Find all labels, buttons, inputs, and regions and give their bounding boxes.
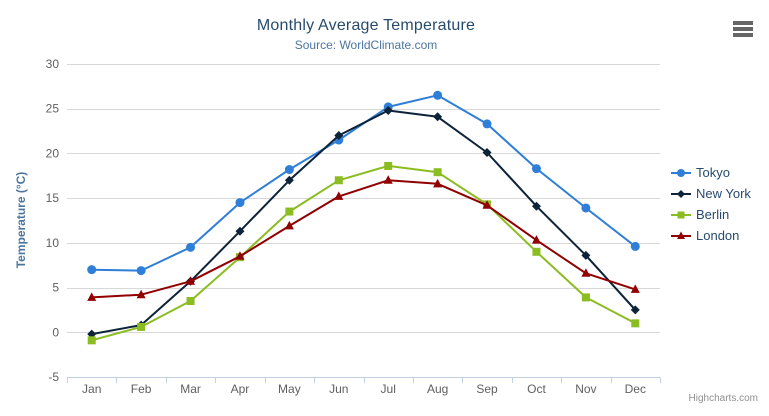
data-point-london-jul[interactable]	[383, 175, 393, 184]
data-point-berlin-jan[interactable]	[87, 336, 96, 345]
series-tokyo[interactable]	[87, 90, 640, 276]
legend-item-berlin[interactable]: Berlin	[671, 204, 751, 225]
x-axis-label: Nov	[575, 382, 596, 396]
data-point-berlin-jun[interactable]	[334, 176, 343, 185]
data-point-tokyo-jan[interactable]	[87, 265, 97, 275]
legend-item-tokyo[interactable]: Tokyo	[671, 162, 751, 183]
data-point-new-york-oct[interactable]	[531, 201, 541, 211]
data-point-new-york-apr[interactable]	[235, 226, 245, 236]
data-point-berlin-aug[interactable]	[433, 168, 442, 177]
data-point-london-feb[interactable]	[136, 289, 146, 299]
x-axis-label: May	[278, 382, 301, 396]
data-point-new-york-nov[interactable]	[581, 250, 591, 260]
data-point-london-jan[interactable]	[87, 292, 97, 301]
legend-label: London	[696, 228, 740, 243]
data-point-london-sep[interactable]	[482, 200, 492, 209]
axes: -5 0 5 10 15 20 25 30 Jan Feb Mar Apr May Jun Jul Aug Se…	[46, 57, 661, 396]
y-axis-label: 30	[46, 57, 60, 71]
data-point-berlin-nov[interactable]	[581, 293, 590, 302]
data-point-london-nov[interactable]	[581, 268, 591, 277]
legend: Tokyo New York Berlin London	[671, 162, 751, 246]
data-point-london-mar[interactable]	[186, 276, 196, 285]
series-line-tokyo	[90, 94, 637, 272]
x-axis-label: Aug	[427, 382, 448, 396]
data-point-new-york-jan[interactable]	[87, 329, 97, 339]
data-point-tokyo-sep[interactable]	[482, 119, 492, 129]
chart-title: Monthly Average Temperature	[256, 17, 476, 34]
data-point-london-jun[interactable]	[334, 191, 344, 200]
x-axis-label: Dec	[625, 382, 646, 396]
data-point-tokyo-may[interactable]	[284, 165, 294, 175]
y-axis-label: 5	[52, 281, 59, 295]
data-point-berlin-oct[interactable]	[532, 247, 541, 256]
data-point-tokyo-aug[interactable]	[433, 90, 443, 100]
data-point-new-york-aug[interactable]	[433, 112, 443, 122]
legend-symbol-circle-icon	[671, 168, 691, 177]
data-point-tokyo-dec[interactable]	[630, 241, 640, 251]
legend-item-new-york[interactable]: New York	[671, 183, 751, 204]
hamburger-icon	[733, 27, 753, 31]
data-point-berlin-mar[interactable]	[186, 296, 195, 305]
data-point-new-york-sep[interactable]	[482, 148, 492, 158]
x-axis-label: Oct	[527, 382, 546, 396]
y-axis-label: 15	[46, 191, 60, 205]
data-point-new-york-jun[interactable]	[334, 131, 344, 141]
legend-item-london[interactable]: London	[671, 225, 751, 246]
series-new-york[interactable]	[87, 106, 640, 339]
data-point-berlin-jul[interactable]	[384, 161, 393, 170]
series-line-new-york	[90, 109, 637, 336]
legend-label: New York	[696, 186, 751, 201]
y-axis-label: 20	[46, 146, 60, 160]
y-axis-label: 10	[46, 236, 60, 250]
hamburger-icon	[733, 33, 753, 37]
x-axis-label: Mar	[180, 382, 201, 396]
credits-link[interactable]: Highcharts.com	[688, 393, 758, 404]
data-point-new-york-may[interactable]	[284, 175, 294, 185]
data-point-tokyo-apr[interactable]	[235, 198, 245, 208]
data-point-london-aug[interactable]	[433, 178, 443, 188]
legend-symbol-diamond-icon	[671, 189, 691, 198]
data-point-tokyo-feb[interactable]	[136, 266, 146, 276]
legend-label: Tokyo	[696, 165, 730, 180]
x-axis-label: Jul	[381, 382, 396, 396]
data-point-london-oct[interactable]	[531, 235, 541, 244]
hamburger-icon	[733, 21, 753, 25]
y-axis-label: 0	[52, 325, 59, 339]
chart-context-menu-button[interactable]	[731, 19, 755, 39]
y-axis-label: 25	[46, 102, 60, 116]
x-axis-label: Feb	[131, 382, 152, 396]
grid-lines	[67, 64, 660, 333]
data-point-berlin-dec[interactable]	[631, 319, 640, 328]
data-point-london-dec[interactable]	[630, 284, 640, 293]
data-point-london-apr[interactable]	[235, 251, 245, 260]
legend-label: Berlin	[696, 207, 730, 222]
x-axis-label: Jun	[329, 382, 348, 396]
data-point-berlin-may[interactable]	[285, 207, 294, 216]
data-point-berlin-feb[interactable]	[137, 322, 146, 331]
data-point-tokyo-mar[interactable]	[186, 242, 196, 252]
data-point-tokyo-oct[interactable]	[531, 164, 541, 174]
data-point-new-york-dec[interactable]	[630, 305, 640, 315]
y-axis-label: -5	[48, 370, 59, 384]
series-line-london	[90, 179, 637, 299]
data-point-tokyo-nov[interactable]	[581, 203, 591, 213]
series-london[interactable]	[87, 175, 640, 301]
chart-subtitle: Source: WorldClimate.com	[294, 38, 438, 52]
data-point-new-york-jul[interactable]	[383, 106, 393, 116]
x-axis-label: Jan	[82, 382, 101, 396]
legend-symbol-triangle-icon	[671, 231, 691, 239]
x-axis-label: Sep	[476, 382, 498, 396]
series-line-berlin	[90, 164, 637, 342]
legend-symbol-square-icon	[671, 211, 691, 218]
y-axis-title: Temperature (°C)	[14, 172, 28, 269]
data-series	[87, 90, 640, 345]
x-axis-label: Apr	[231, 382, 250, 396]
data-point-london-may[interactable]	[284, 220, 294, 230]
